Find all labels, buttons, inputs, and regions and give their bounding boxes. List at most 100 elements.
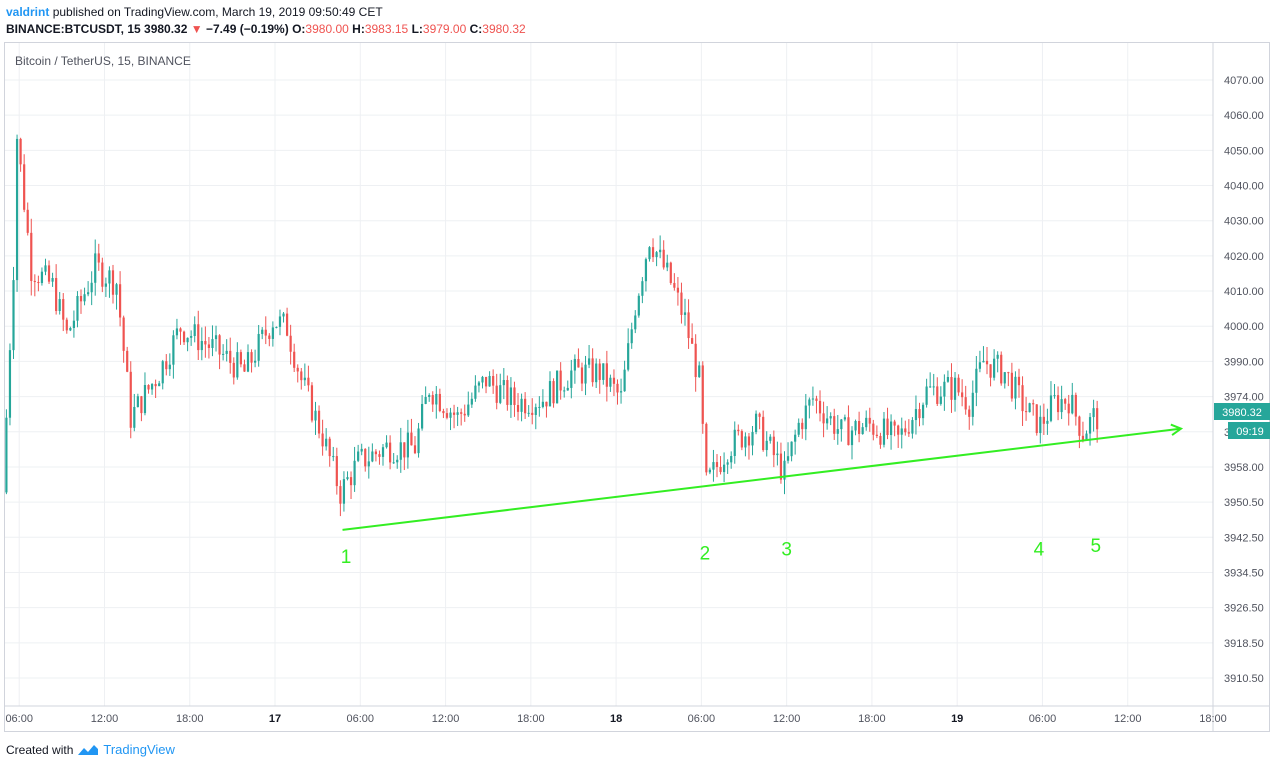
candle-body [452,412,456,415]
candle-body [556,370,559,404]
candle-body [818,400,822,414]
candle-body [751,432,754,446]
candle-body [357,451,360,461]
candle-body [175,328,179,336]
price-axis: 4070.00 4060.00 4050.00 4040.00 4030.00 4020.… [1212,43,1264,731]
x-tick-label: 12:00 [773,713,801,725]
trendline-arrow-icon [1170,423,1184,436]
x-tick-label: 18:00 [1199,713,1227,725]
high-label: H: [352,22,365,36]
candle-body [726,462,729,465]
candle-body [381,447,385,457]
candle-body [275,326,278,328]
candle-body [616,383,619,393]
candle-body [470,398,473,405]
candle-body [111,270,115,295]
candle-body [918,409,921,419]
candle-body [467,404,470,416]
candle-body [101,262,104,287]
candle-body [47,265,51,282]
candle-body [438,393,441,411]
candle-body [325,438,328,447]
candle-body [1074,394,1077,417]
candle-body [87,292,90,295]
candle-body [1085,433,1088,441]
candle-body [296,367,299,372]
candle-body [765,440,768,451]
candle-body [424,396,427,404]
touch-point-label: 4 [1034,540,1045,561]
candle-body [701,365,704,424]
candle-body [875,434,878,436]
candle-body [1010,372,1013,399]
candle-body [403,442,406,458]
candle-body [90,282,93,293]
candle-body [332,456,335,458]
candle-body [271,327,274,339]
candle-body [545,401,548,407]
candle-body [548,381,552,407]
candle-body [94,253,97,283]
author-name[interactable]: valdrint [6,5,50,19]
candle-body [790,441,793,457]
open-label: O: [292,22,306,36]
x-tick-label: 17 [269,713,281,725]
candle-body [428,395,431,397]
candle-body [254,360,257,363]
candle-body [314,410,317,421]
candle-body [946,377,950,382]
candle-body [1071,394,1074,414]
x-tick-label: 18:00 [517,713,545,725]
x-tick-label: 18:00 [176,713,204,725]
candle-body [680,292,683,315]
candle-body [118,284,122,318]
candle-body [1007,372,1010,374]
candle-body [676,287,680,293]
candle-body [836,429,839,434]
candle-body [1078,416,1081,436]
candle-body [161,361,164,384]
candle-body [573,358,576,371]
x-tick-label: 12:00 [91,713,119,725]
y-tick-label: 4000.00 [1224,321,1264,333]
candle-body [474,385,477,399]
candle-body [364,448,367,467]
grid [5,43,1214,706]
candle-body [1092,408,1095,418]
candle-body [232,362,235,378]
candle-body [328,438,331,457]
candle-body [779,453,783,480]
candle-body [51,278,54,282]
candle-body [1060,399,1063,413]
candle-body [1042,416,1045,424]
candle-body [218,335,221,355]
last-price: 3980.32 [144,22,188,36]
candle-body [829,416,832,419]
candle-body [786,456,790,461]
close-label: C: [469,22,483,36]
candle-body [651,247,655,258]
candle-body [413,445,417,454]
candle-body [126,350,129,372]
candle-body [321,433,324,447]
candle-body [705,423,708,473]
y-tick-label: 3918.50 [1224,638,1264,650]
brand-link[interactable]: TradingView [103,742,175,757]
x-tick-label: 06:00 [347,713,375,725]
candle-body [783,460,786,480]
candle-body [193,324,196,337]
candle-body [115,284,118,295]
candle-body [19,138,22,165]
candle-body [8,350,12,418]
candle-body [37,281,40,284]
candle-body [655,252,658,258]
candle-body [243,364,246,372]
candle-body [808,399,811,406]
candle-body [385,442,388,448]
countdown-badge-label: 09:19 [1236,426,1264,438]
candle-body [627,343,630,370]
candle-body [907,432,910,434]
candle-body [939,396,942,404]
candle-body [1035,404,1038,434]
